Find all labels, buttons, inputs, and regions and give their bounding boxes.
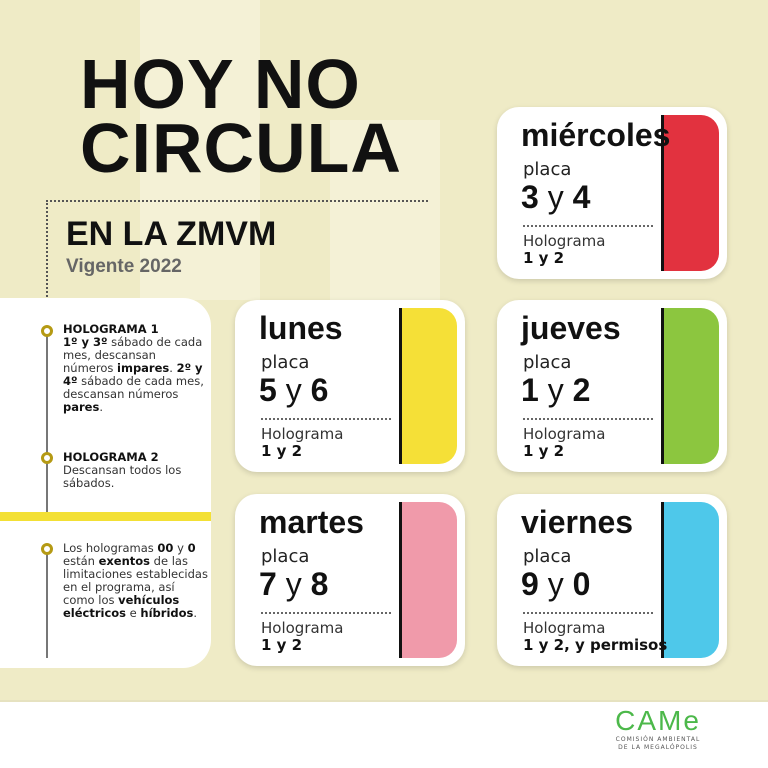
day-name: viernes — [521, 504, 634, 540]
plate-numbers: 1 y 2 — [521, 372, 591, 408]
note-text: 2º y 4º — [63, 361, 203, 388]
color-strip — [399, 308, 457, 464]
note-text: híbridos — [140, 606, 194, 620]
note-text: están — [63, 554, 99, 568]
note-text: 00 — [157, 541, 174, 555]
divider — [523, 418, 653, 420]
day-name: jueves — [521, 310, 621, 346]
plate-numbers: 9 y 0 — [521, 566, 591, 602]
hologram-info: Holograma 1 y 2 — [523, 232, 606, 267]
note-exempt: Los hologramas 00 y 0 están exentos de l… — [63, 542, 208, 620]
note-text: vehículos eléctricos — [63, 593, 180, 620]
note-heading: HOLOGRAMA 2 — [63, 450, 159, 464]
timeline-line — [46, 330, 48, 512]
note-text: pares — [63, 400, 100, 414]
note-text: y — [173, 541, 188, 555]
day-name: lunes — [259, 310, 343, 346]
note-hologram-1: HOLOGRAMA 1 1º y 3º sábado de cada mes, d… — [63, 323, 208, 414]
validity: Vigente 2022 — [66, 256, 182, 277]
note-text: sábado de cada mes, descansan números — [63, 374, 204, 401]
day-name: miércoles — [521, 117, 671, 153]
plate-label: placa — [261, 546, 310, 567]
notes-panel — [0, 298, 211, 668]
divider-band — [0, 512, 211, 521]
hologram-info: Holograma 1 y 2 — [523, 425, 606, 460]
timeline-line — [46, 548, 48, 658]
note-text: Los hologramas — [63, 541, 158, 555]
plate-numbers: 7 y 8 — [259, 566, 329, 602]
hologram-info: Holograma 1 y 2 — [261, 619, 344, 654]
background-building — [330, 120, 440, 300]
note-text: 0 — [187, 541, 196, 555]
note-text: impares — [117, 361, 170, 375]
pin-icon — [41, 452, 53, 464]
page-title: HOY NO CIRCULA — [80, 45, 402, 187]
color-strip — [661, 502, 719, 658]
divider — [46, 200, 428, 202]
divider — [261, 612, 391, 614]
color-strip — [661, 308, 719, 464]
day-card-2: jueves placa 1 y 2 Holograma 1 y 2 — [497, 300, 727, 472]
hologram-info: Holograma 1 y 2 — [261, 425, 344, 460]
plate-label: placa — [261, 352, 310, 373]
plate-label: placa — [523, 159, 572, 180]
plate-label: placa — [523, 546, 572, 567]
divider — [523, 612, 653, 614]
color-strip — [399, 502, 457, 658]
note-text: . — [99, 400, 103, 414]
divider — [523, 225, 653, 227]
note-text: de las limitaciones establecidas en el p… — [63, 554, 208, 607]
plate-numbers: 3 y 4 — [521, 179, 591, 215]
footer — [0, 700, 768, 768]
hologram-info: Holograma 1 y 2, y permisos — [523, 619, 668, 654]
background-building — [140, 0, 260, 300]
color-strip — [661, 115, 719, 271]
day-card-0: miércoles placa 3 y 4 Holograma 1 y 2 — [497, 107, 727, 279]
note-text: . — [169, 361, 177, 375]
pin-icon — [41, 543, 53, 555]
plate-numbers: 5 y 6 — [259, 372, 329, 408]
note-heading: HOLOGRAMA 1 — [63, 322, 159, 336]
note-text: exentos — [98, 554, 151, 568]
day-name: martes — [259, 504, 364, 540]
day-card-4: viernes placa 9 y 0 Holograma 1 y 2, y pe… — [497, 494, 727, 666]
note-text: 1º y 3º — [63, 335, 108, 349]
divider — [261, 418, 391, 420]
pin-icon — [41, 325, 53, 337]
plate-label: placa — [523, 352, 572, 373]
day-card-1: lunes placa 5 y 6 Holograma 1 y 2 — [235, 300, 465, 472]
note-text: . — [193, 606, 198, 620]
note-hologram-2: HOLOGRAMA 2 Descansan todos los sábados. — [63, 451, 208, 490]
note-text: sábado de cada mes, descansan números — [63, 335, 203, 375]
came-logo: CAMe COMISIÓN AMBIENTAL DE LA MEGALÓPOLI… — [615, 705, 701, 752]
day-card-3: martes placa 7 y 8 Holograma 1 y 2 — [235, 494, 465, 666]
subtitle: EN LA ZMVM — [66, 215, 277, 253]
note-text: Descansan todos los sábados. — [63, 463, 182, 490]
divider — [46, 200, 48, 320]
note-text: e — [126, 606, 141, 620]
